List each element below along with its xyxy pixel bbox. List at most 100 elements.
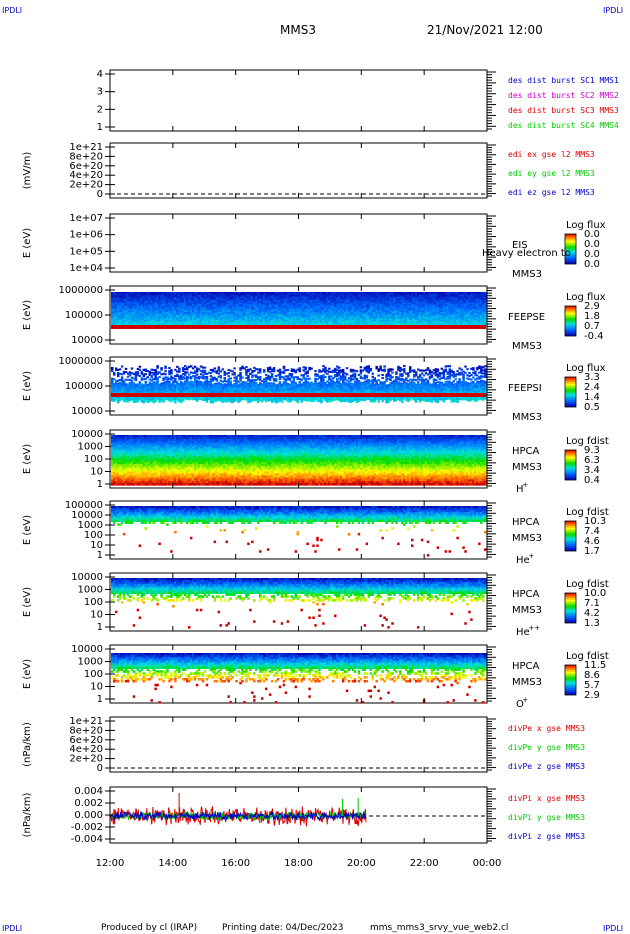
spectrogram-cell — [178, 398, 181, 401]
spectrogram-cell — [420, 312, 424, 315]
spectrogram-cell — [112, 322, 116, 325]
spectrogram-cell — [371, 321, 374, 324]
spectrogram-cell — [470, 310, 473, 313]
spectrogram-cell — [158, 299, 161, 302]
spectrogram-cell — [318, 292, 321, 295]
spectrogram-cell — [440, 298, 444, 301]
spectrogram-cell — [138, 313, 142, 316]
spectrogram-cell — [454, 304, 457, 307]
spectrogram-cell — [298, 295, 301, 298]
spectrogram-cell — [118, 382, 122, 385]
spectrogram-cell — [324, 319, 327, 322]
spectrogram-cell — [288, 304, 292, 307]
spectrogram-cell — [168, 322, 171, 325]
spectrogram-cell — [446, 322, 449, 325]
spectrogram-cell — [314, 315, 317, 318]
spectrogram-cell — [468, 296, 471, 299]
spectrogram-cell — [148, 310, 151, 313]
spectrogram-cell — [225, 310, 228, 313]
spectrogram-cell — [308, 313, 311, 316]
spectrogram-cell — [201, 309, 205, 312]
spectrogram-cell — [241, 299, 244, 302]
spectrogram-cell — [160, 319, 163, 322]
spectrogram-cell — [389, 310, 392, 313]
spectrogram-cell — [170, 389, 173, 392]
spectrogram-cell — [306, 301, 309, 304]
spectrogram-cell — [401, 310, 404, 313]
spectrogram-cell — [142, 295, 146, 298]
spectrogram-cell — [282, 299, 286, 302]
spectrogram-cell — [444, 315, 448, 318]
spectrogram-cell — [132, 292, 136, 295]
spectrogram-cell — [355, 313, 359, 316]
spectrogram-cell — [478, 318, 481, 321]
spectrogram-cell — [245, 292, 248, 295]
spectrogram-cell — [132, 299, 136, 302]
spectrogram-cell — [122, 313, 126, 316]
spectrogram-cell — [424, 293, 428, 296]
spectrogram-cell — [116, 318, 120, 321]
spectrogram-cell — [231, 319, 234, 322]
spectrogram-cell — [318, 316, 321, 319]
spectrogram-cell — [389, 298, 392, 301]
spectrogram-cell — [253, 316, 256, 319]
spectrogram-cell — [245, 301, 248, 304]
spectrogram-cell — [217, 322, 221, 325]
spectrogram-cell — [460, 312, 463, 315]
spectrogram-cell — [324, 305, 327, 308]
spectrogram-cell — [274, 310, 278, 313]
spectrogram-cell — [239, 319, 242, 322]
spectrogram-cell — [191, 316, 195, 319]
spectrogram-cell — [341, 292, 345, 295]
spectrogram-cell — [328, 321, 331, 324]
spectrogram-cell — [257, 299, 260, 302]
spectrogram-cell — [191, 313, 195, 316]
spectrogram-cell — [274, 319, 278, 322]
spectrogram-cell — [462, 293, 465, 296]
spectrogram-cell — [434, 301, 438, 304]
spectrogram-cell — [150, 379, 153, 382]
spectrogram-cell — [385, 319, 388, 322]
spectrogram-cell — [118, 386, 122, 389]
spectrogram-cell — [484, 292, 487, 295]
spectrogram-cell — [264, 295, 268, 298]
spectrogram-cell — [154, 299, 157, 302]
spectrogram-cell — [426, 321, 430, 324]
spectrogram-cell — [328, 302, 331, 305]
spectrogram-cell — [229, 304, 232, 307]
spectrogram-cell — [373, 301, 376, 304]
spectrogram-cell — [180, 318, 183, 321]
spectrogram-cell — [454, 302, 457, 305]
spectrogram-cell — [326, 321, 329, 324]
spectrogram-cell — [458, 313, 461, 316]
spectrogram-cell — [111, 399, 114, 402]
spectrogram-cell — [409, 301, 412, 304]
spectrogram-cell — [168, 292, 171, 295]
spectrogram-cell — [203, 321, 207, 324]
spectrogram-cell — [434, 299, 438, 302]
spectrogram-cell — [164, 376, 167, 379]
spectrogram-cell — [430, 321, 434, 324]
spectrogram-cell — [213, 310, 217, 313]
spectrogram-cell — [160, 382, 163, 385]
spectrogram-cell — [403, 302, 406, 305]
spectrogram-cell — [462, 319, 465, 322]
spectrogram-cell — [456, 313, 459, 316]
spectrogram-cell — [184, 298, 187, 301]
spectrogram-cell — [130, 322, 134, 325]
spectrogram-cell — [397, 302, 400, 305]
spectrogram-cell — [120, 318, 124, 321]
spectrogram-cell — [223, 307, 226, 310]
spectrogram-cell — [411, 305, 414, 308]
spectrogram-cell — [132, 302, 136, 305]
spectrogram-cell — [187, 310, 191, 313]
spectrogram-cell — [292, 321, 296, 324]
spectrogram-cell — [438, 309, 442, 312]
spectrogram-cell — [379, 309, 382, 312]
spectrogram-cell — [264, 321, 268, 324]
spectrogram-cell — [450, 316, 453, 319]
spectrogram-cell — [176, 319, 179, 322]
spectrogram-cell — [266, 307, 270, 310]
spectrogram-cell — [450, 322, 453, 325]
spectrogram-cell — [361, 322, 365, 325]
